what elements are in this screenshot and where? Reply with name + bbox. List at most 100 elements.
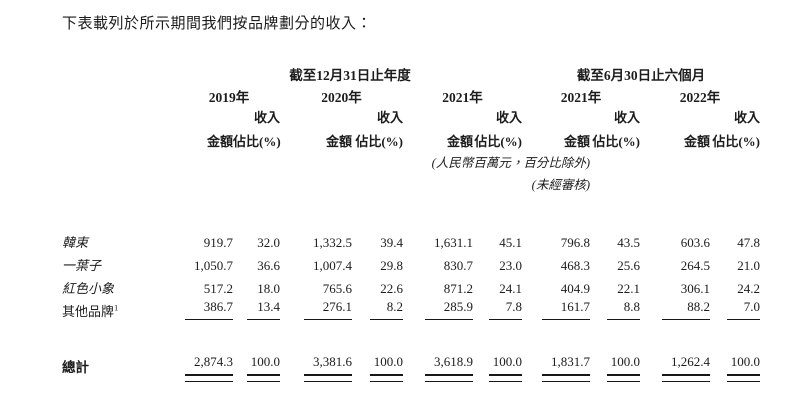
amount-cell: 88.2 — [640, 297, 710, 320]
table-header: 截至12月31日止年度 截至6月30日止六個月 2019年 2020年 2021… — [62, 60, 760, 228]
share-cell: 22.1 — [617, 281, 640, 296]
share-cell: 8.8 — [590, 297, 640, 320]
total-label: 總計 — [62, 360, 89, 375]
spacer — [62, 194, 760, 228]
share-cell: 18.0 — [257, 281, 280, 296]
amount-cell: 1,050.7 — [194, 258, 233, 273]
amount-cell: 468.3 — [560, 258, 590, 273]
brand-name: 其他品牌1 — [62, 302, 119, 319]
brand-name: 韓束 — [62, 235, 89, 250]
total-share-cell: 100.0 — [473, 350, 522, 382]
brand-row: 韓束 919.7 32.0 1,332.5 39.4 1,631.1 45.1 796.8 43… — [62, 228, 760, 251]
brand-rows: 韓束 919.7 32.0 1,332.5 39.4 1,631.1 45.1 796.8 43… — [62, 228, 760, 320]
year-header-2021h1: 2021年 — [560, 90, 602, 105]
revenue-label-row: 收入 收入 收入 收入 收入 — [62, 106, 760, 126]
amount-cell: 919.7 — [203, 235, 233, 250]
col-header-amount: 金額 — [325, 134, 352, 149]
amount-cell: 517.2 — [203, 281, 233, 296]
share-cell: 39.4 — [380, 235, 403, 250]
amount-cell: 386.7 — [178, 297, 233, 320]
amount-cell: 285.9 — [403, 297, 473, 320]
spacer — [62, 320, 760, 350]
brand-row: 其他品牌1 386.7 13.4 276.1 8.2 285.9 7.8 161.7 8.8 88… — [62, 297, 760, 320]
col-header-revenue: 收入 — [253, 110, 280, 125]
share-cell: 22.6 — [380, 281, 403, 296]
amount-cell: 264.5 — [680, 258, 710, 273]
amount-cell: 404.9 — [560, 281, 590, 296]
year-header-2020: 2020年 — [321, 90, 362, 105]
col-header-amount: 金額 — [683, 134, 710, 149]
share-cell: 47.8 — [737, 235, 760, 250]
col-header-amount: 金額 — [563, 134, 590, 149]
total-amount-cell: 3,381.6 — [280, 350, 352, 382]
empty-cell — [62, 60, 178, 84]
empty-cell — [62, 84, 178, 106]
brand-row: 一葉子 1,050.7 36.6 1,007.4 29.8 830.7 23.0 468.3 2… — [62, 251, 760, 274]
period-group-fy: 截至12月31日止年度 — [289, 68, 411, 83]
year-header-2021: 2021年 — [442, 90, 483, 105]
share-cell: 32.0 — [257, 235, 280, 250]
brand-name: 一葉子 — [62, 258, 102, 273]
share-cell: 7.0 — [710, 297, 760, 320]
col-header-share: 佔比(%) — [474, 134, 522, 149]
share-cell: 24.2 — [737, 281, 760, 296]
share-cell: 43.5 — [617, 235, 640, 250]
col-header-share: 佔比(%) — [355, 134, 403, 149]
amount-cell: 796.8 — [560, 235, 590, 250]
share-cell: 8.2 — [352, 297, 403, 320]
brand-name: 紅色小象 — [62, 281, 115, 296]
subheader-row: 金額 佔比(%) 金額 佔比(%) 金額 佔比(%) 金額 佔比(%) 金額 佔… — [62, 126, 760, 150]
empty-cell — [62, 126, 178, 150]
total-section: 總計 2,874.3 100.0 3,381.6 100.0 3,618.9 1… — [62, 320, 760, 382]
amount-cell: 1,332.5 — [313, 235, 352, 250]
amount-cell: 871.2 — [443, 281, 473, 296]
col-header-amount: 金額 — [206, 134, 233, 149]
total-share-cell: 100.0 — [590, 350, 640, 382]
unit-note: (人民幣百萬元，百分比除外) — [431, 155, 590, 170]
brand-row: 紅色小象 517.2 18.0 765.6 22.6 871.2 24.1 404.9 22.1… — [62, 274, 760, 297]
col-header-share: 佔比(%) — [592, 134, 640, 149]
empty-cell — [62, 106, 178, 126]
total-amount-cell: 2,874.3 — [178, 350, 233, 382]
unaudited-note-row: (未經審核) — [62, 172, 760, 194]
amount-cell: 276.1 — [280, 297, 352, 320]
share-cell: 25.6 — [617, 258, 640, 273]
amount-cell: 1,007.4 — [313, 258, 352, 273]
period-group-row: 截至12月31日止年度 截至6月30日止六個月 — [62, 60, 760, 84]
amount-cell: 830.7 — [443, 258, 473, 273]
empty-cell — [62, 150, 178, 172]
amount-cell: 765.6 — [322, 281, 352, 296]
year-header-2019: 2019年 — [208, 90, 250, 105]
unit-note-row: (人民幣百萬元，百分比除外) — [62, 150, 760, 172]
unaudited-note: (未經審核) — [531, 177, 590, 192]
total-share-cell: 100.0 — [233, 350, 280, 382]
share-cell: 45.1 — [499, 235, 522, 250]
col-header-share: 佔比(%) — [233, 134, 281, 149]
revenue-by-brand-table: 截至12月31日止年度 截至6月30日止六個月 2019年 2020年 2021… — [62, 60, 760, 382]
col-header-revenue: 收入 — [495, 110, 522, 125]
total-amount-cell: 1,831.7 — [522, 350, 590, 382]
col-header-revenue: 收入 — [376, 110, 403, 125]
col-header-share: 佔比(%) — [712, 134, 760, 149]
share-cell: 24.1 — [499, 281, 522, 296]
total-amount-cell: 1,262.4 — [640, 350, 710, 382]
year-row: 2019年 2020年 2021年 2021年 2022年 — [62, 84, 760, 106]
total-share-cell: 100.0 — [352, 350, 403, 382]
total-share-cell: 100.0 — [710, 350, 760, 382]
amount-cell: 161.7 — [522, 297, 590, 320]
year-header-2022h1: 2022年 — [679, 90, 721, 105]
share-cell: 23.0 — [499, 258, 522, 273]
empty-cell — [62, 172, 178, 194]
amount-cell: 603.6 — [680, 235, 710, 250]
share-cell: 36.6 — [257, 258, 280, 273]
col-header-amount: 金額 — [446, 134, 473, 149]
col-header-revenue: 收入 — [613, 110, 640, 125]
amount-cell: 306.1 — [680, 281, 710, 296]
period-group-h1: 截至6月30日止六個月 — [576, 68, 706, 83]
prospectus-page: 下表載列於所示期間我們按品牌劃分的收入： 截至12月31日止年度 截至6月30日… — [62, 16, 760, 382]
amount-cell: 1,631.1 — [434, 235, 473, 250]
footnote-marker: 1 — [114, 302, 119, 313]
share-cell: 7.8 — [473, 297, 522, 320]
total-row: 總計 2,874.3 100.0 3,381.6 100.0 3,618.9 1… — [62, 350, 760, 382]
